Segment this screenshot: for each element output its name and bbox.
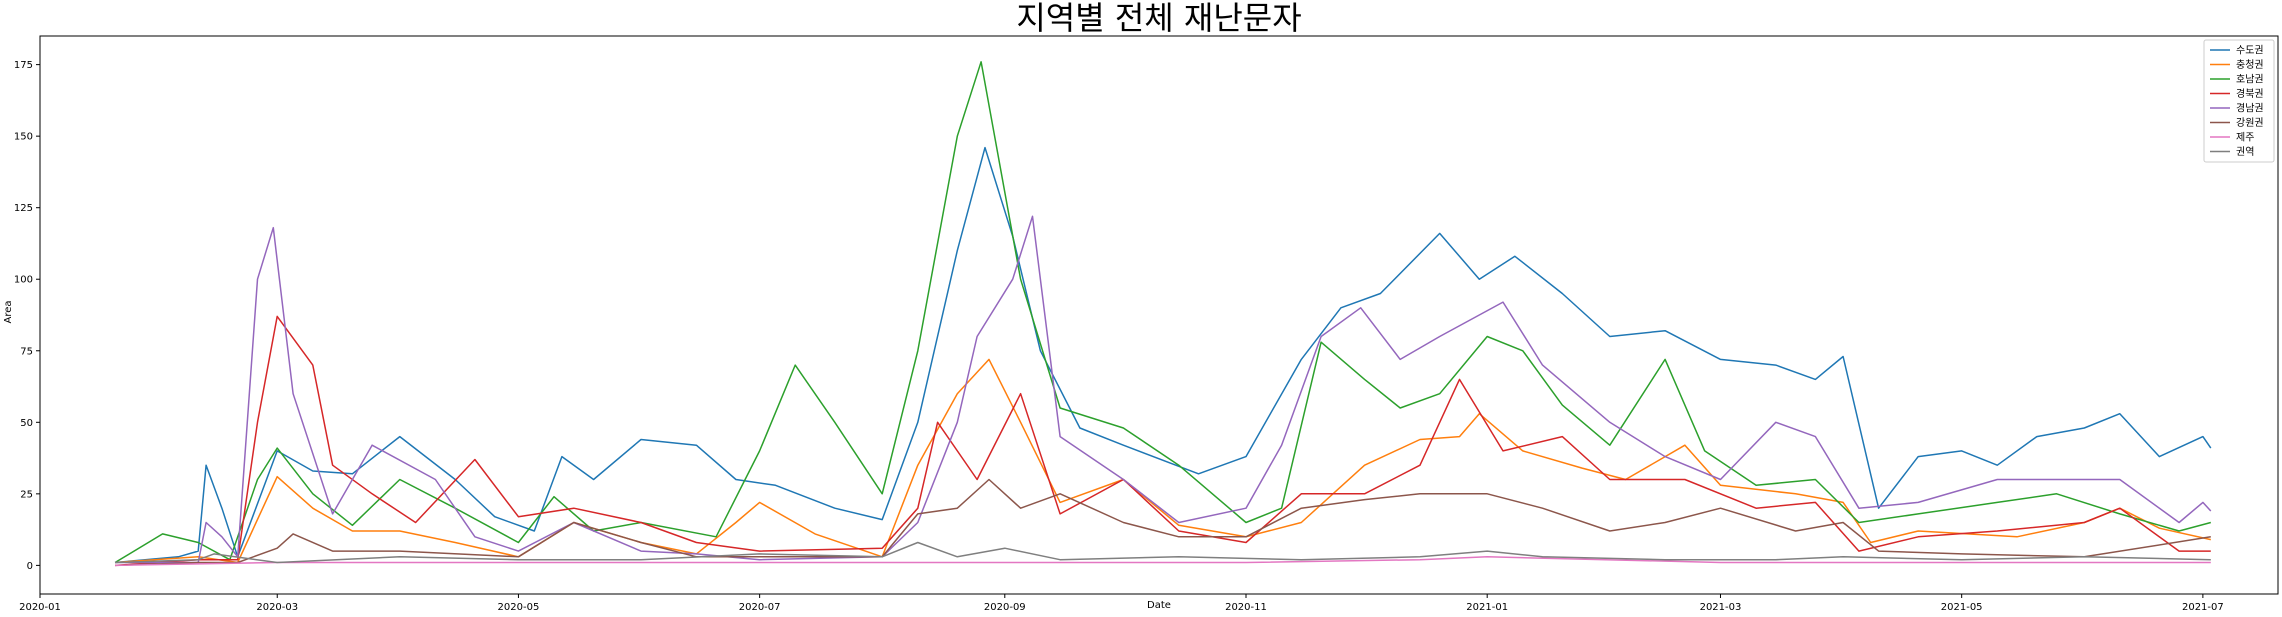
legend-label: 권역 [2236, 146, 2254, 158]
series-line-4 [115, 315, 2211, 567]
series-line-7 [115, 556, 2211, 567]
y-tick-label: 125 [14, 203, 33, 214]
x-tick-label: 2020-11 [1225, 602, 1267, 613]
x-tick-label: 2020-09 [984, 602, 1026, 613]
y-axis-label: Area [3, 300, 14, 323]
legend-label: 호남권 [2236, 74, 2264, 86]
legend-label: 강원권 [2236, 117, 2264, 129]
x-tick-label: 2020-05 [498, 602, 540, 613]
x-tick-label: 2020-01 [19, 602, 61, 613]
legend-label: 경북권 [2236, 87, 2264, 100]
legend-label: 충청권 [2236, 59, 2264, 71]
x-axis-label: Date [1147, 600, 1171, 611]
x-tick-label: 2021-05 [1941, 602, 1983, 613]
x-tick-label: 2020-03 [256, 602, 298, 613]
y-tick-label: 50 [20, 418, 33, 429]
x-tick-label: 2021-07 [2182, 602, 2224, 613]
plot-area-frame [39, 35, 2279, 595]
legend-box [2203, 39, 2275, 163]
x-axis: 2020-01 2020-03 2020-05 2020-07 2020-09 2020-… [19, 594, 2224, 613]
y-tick-label: 25 [20, 489, 33, 500]
y-tick-label: 75 [20, 346, 33, 357]
series-line-8 [115, 541, 2211, 564]
chart-title: 지역별 전체 재난문자 [1016, 0, 1301, 37]
x-tick-label: 2020-07 [739, 602, 781, 613]
y-tick-label: 150 [14, 132, 33, 143]
series-line-3 [114, 61, 2211, 564]
x-tick-label: 2021-01 [1466, 602, 1508, 613]
series-line-1 [115, 146, 2212, 564]
x-tick-label: 2021-03 [1700, 602, 1742, 613]
series-line-6 [115, 478, 2211, 567]
legend-label: 제주 [2236, 132, 2254, 144]
series-line-5 [115, 215, 2212, 564]
y-tick-label: 0 [27, 561, 33, 572]
series-lines [114, 61, 2212, 567]
y-tick-label: 175 [14, 60, 33, 71]
legend-label: 경남권 [2236, 102, 2264, 115]
y-tick-label: 100 [14, 275, 33, 286]
legend-label: 수도권 [2236, 45, 2264, 57]
y-axis: 0 25 50 75 100 125 150 175 [14, 60, 40, 572]
